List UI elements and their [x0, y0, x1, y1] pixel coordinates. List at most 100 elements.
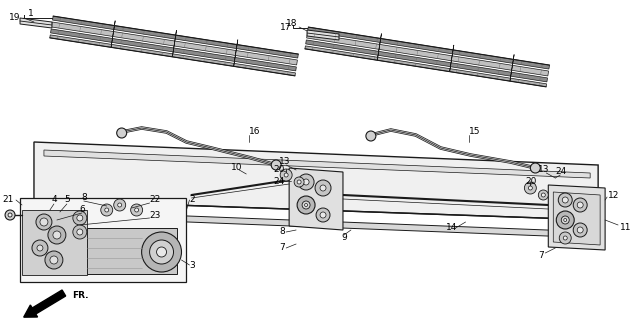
Circle shape	[561, 216, 569, 224]
Circle shape	[73, 225, 87, 239]
Circle shape	[45, 251, 63, 269]
Polygon shape	[20, 198, 186, 282]
Polygon shape	[44, 150, 590, 178]
Polygon shape	[50, 35, 296, 76]
Polygon shape	[87, 228, 177, 274]
Circle shape	[280, 169, 292, 181]
Circle shape	[48, 226, 66, 244]
Circle shape	[294, 177, 304, 187]
Circle shape	[320, 185, 326, 191]
Polygon shape	[378, 33, 381, 60]
Text: 20: 20	[525, 177, 537, 187]
Circle shape	[556, 211, 574, 229]
Text: 16: 16	[249, 128, 260, 137]
Text: 13: 13	[538, 166, 550, 174]
Circle shape	[297, 196, 315, 214]
Circle shape	[131, 204, 143, 216]
Circle shape	[77, 215, 83, 221]
Polygon shape	[548, 185, 605, 250]
Circle shape	[284, 173, 288, 177]
Circle shape	[53, 231, 61, 239]
Circle shape	[529, 186, 532, 190]
Circle shape	[105, 208, 109, 212]
Circle shape	[50, 256, 58, 264]
Circle shape	[32, 240, 48, 256]
Polygon shape	[52, 16, 298, 58]
Polygon shape	[306, 40, 548, 82]
Circle shape	[73, 211, 87, 225]
Text: 15: 15	[468, 128, 480, 137]
Text: 21: 21	[3, 196, 14, 204]
Polygon shape	[34, 142, 598, 220]
Polygon shape	[34, 210, 598, 238]
Text: 4: 4	[51, 196, 57, 204]
Circle shape	[564, 219, 567, 221]
Circle shape	[573, 198, 587, 212]
Text: 5: 5	[64, 196, 70, 204]
Circle shape	[558, 193, 572, 207]
Polygon shape	[307, 30, 339, 40]
Circle shape	[37, 245, 43, 251]
Polygon shape	[305, 46, 547, 87]
Text: FR.: FR.	[72, 291, 88, 300]
Circle shape	[302, 201, 310, 209]
Text: 7: 7	[538, 250, 544, 259]
Polygon shape	[51, 22, 298, 65]
Circle shape	[271, 160, 281, 170]
Circle shape	[320, 212, 326, 218]
Text: 14: 14	[445, 224, 457, 233]
Text: 7: 7	[279, 243, 285, 253]
Circle shape	[297, 180, 301, 184]
Circle shape	[114, 199, 125, 211]
Circle shape	[316, 208, 330, 222]
Text: 24: 24	[273, 176, 284, 186]
Polygon shape	[554, 192, 600, 245]
Circle shape	[134, 208, 139, 212]
Text: 17: 17	[280, 24, 291, 33]
Text: 18: 18	[285, 19, 297, 28]
Circle shape	[315, 180, 331, 196]
Text: 3: 3	[189, 261, 195, 270]
Circle shape	[577, 202, 583, 208]
Circle shape	[5, 210, 15, 220]
Circle shape	[305, 204, 308, 206]
Polygon shape	[20, 18, 52, 28]
Circle shape	[77, 229, 83, 235]
Circle shape	[298, 174, 314, 190]
Text: 23: 23	[150, 211, 161, 219]
Circle shape	[366, 131, 376, 141]
Text: 22: 22	[150, 196, 161, 204]
Polygon shape	[111, 21, 115, 47]
Text: 20: 20	[273, 166, 285, 174]
Circle shape	[531, 163, 540, 173]
Circle shape	[524, 182, 536, 194]
Polygon shape	[172, 30, 177, 57]
Text: 6: 6	[79, 205, 84, 214]
Text: 9: 9	[341, 234, 347, 242]
Circle shape	[8, 213, 12, 217]
Text: 8: 8	[279, 227, 285, 236]
Text: 19: 19	[8, 13, 20, 23]
Circle shape	[141, 232, 182, 272]
Text: 24: 24	[556, 167, 566, 176]
Circle shape	[563, 236, 567, 240]
Text: 11: 11	[620, 224, 632, 233]
Circle shape	[577, 227, 583, 233]
Polygon shape	[22, 210, 87, 275]
Circle shape	[157, 247, 166, 257]
Polygon shape	[450, 45, 454, 72]
Circle shape	[538, 190, 548, 200]
Text: 13: 13	[279, 158, 291, 167]
FancyArrow shape	[24, 290, 66, 317]
Polygon shape	[308, 27, 550, 69]
Polygon shape	[289, 168, 343, 230]
Polygon shape	[234, 40, 238, 66]
Polygon shape	[51, 29, 296, 71]
Text: 1: 1	[28, 10, 34, 19]
Circle shape	[36, 214, 52, 230]
Circle shape	[40, 218, 48, 226]
Text: 12: 12	[608, 190, 620, 199]
Circle shape	[541, 193, 545, 197]
Text: 8: 8	[81, 194, 86, 203]
Circle shape	[116, 128, 127, 138]
